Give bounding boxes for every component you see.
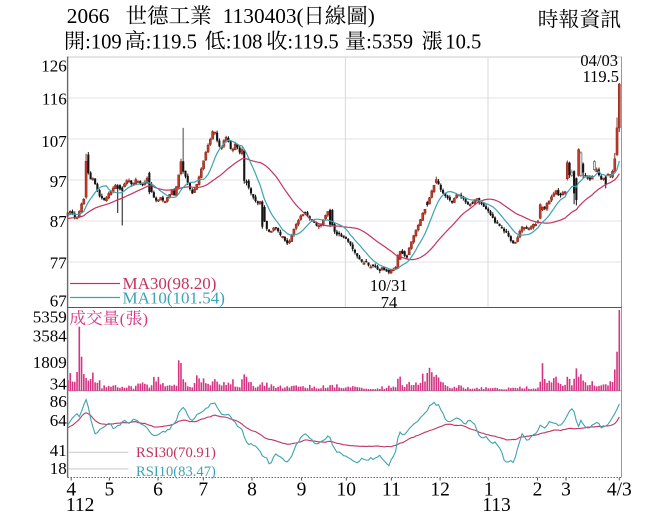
svg-text:9: 9 — [297, 479, 307, 500]
svg-text:11: 11 — [382, 479, 401, 500]
svg-text:119.5: 119.5 — [582, 67, 619, 86]
svg-text:10: 10 — [337, 479, 357, 500]
svg-text:2066: 2066 — [67, 4, 110, 28]
svg-text:34: 34 — [50, 374, 68, 393]
svg-text::119.5: :119.5 — [287, 31, 338, 53]
svg-text:74: 74 — [381, 293, 398, 312]
svg-text:67: 67 — [50, 291, 68, 310]
svg-text::109: :109 — [85, 31, 122, 53]
svg-text:): ) — [368, 4, 375, 28]
svg-text:4/3: 4/3 — [607, 479, 632, 500]
svg-text:64: 64 — [50, 411, 68, 430]
svg-text:116: 116 — [42, 89, 67, 108]
svg-text:7: 7 — [198, 479, 208, 500]
svg-text:41: 41 — [50, 441, 67, 460]
svg-text::119.5: :119.5 — [146, 31, 197, 53]
svg-text:1130403(: 1130403( — [223, 4, 304, 28]
svg-text:2: 2 — [533, 479, 543, 500]
svg-text:112: 112 — [66, 495, 95, 516]
svg-text:1809: 1809 — [33, 353, 67, 372]
svg-text:86: 86 — [50, 392, 67, 411]
svg-text:1: 1 — [484, 479, 494, 500]
svg-text:126: 126 — [41, 56, 67, 75]
svg-text:8: 8 — [247, 479, 257, 500]
svg-text:MA10(101.54): MA10(101.54) — [123, 288, 225, 307]
svg-text:12: 12 — [430, 479, 450, 500]
svg-text:MA30(98.20): MA30(98.20) — [123, 274, 217, 293]
svg-text:77: 77 — [50, 253, 68, 272]
svg-text:RSI10(83.47): RSI10(83.47) — [136, 464, 216, 480]
svg-text:5: 5 — [105, 479, 115, 500]
svg-text:RSI30(70.91): RSI30(70.91) — [136, 445, 216, 461]
svg-text:5359: 5359 — [33, 307, 67, 326]
svg-text:4: 4 — [66, 479, 76, 500]
svg-text:6: 6 — [153, 479, 163, 500]
svg-text:04/03: 04/03 — [580, 51, 618, 70]
svg-text:3584: 3584 — [33, 327, 68, 346]
svg-text:97: 97 — [50, 172, 68, 191]
svg-text:10/31: 10/31 — [370, 276, 408, 295]
svg-text:107: 107 — [41, 132, 67, 151]
svg-text:113: 113 — [482, 495, 511, 516]
svg-text::5359: :5359 — [366, 31, 413, 53]
svg-text::108: :108 — [226, 31, 263, 53]
svg-text:(: ( — [120, 311, 125, 328]
svg-text:18: 18 — [50, 459, 67, 478]
svg-text:): ) — [143, 311, 148, 328]
svg-text:10.5: 10.5 — [445, 31, 481, 53]
svg-text:87: 87 — [50, 212, 68, 231]
svg-text:3: 3 — [561, 479, 571, 500]
